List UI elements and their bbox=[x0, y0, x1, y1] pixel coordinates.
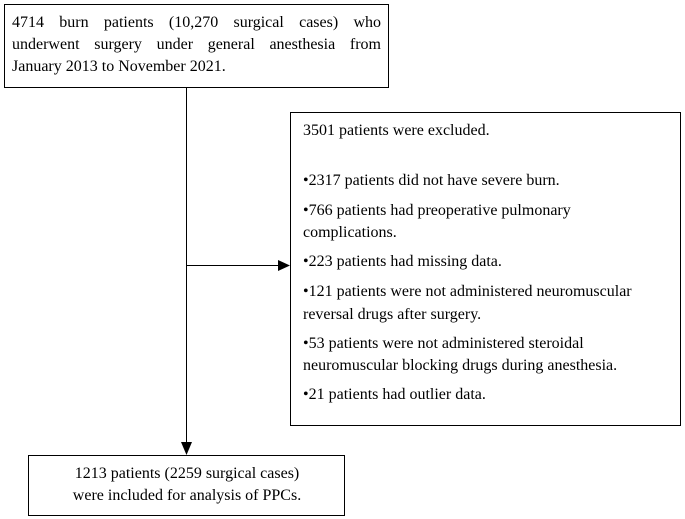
exclusion-item: •2317 patients did not have severe burn. bbox=[303, 172, 560, 189]
exclusion-item: •766 patients had preoperative pulmonary bbox=[303, 202, 571, 219]
exclusion-item: •121 patients were not administered neur… bbox=[303, 283, 632, 300]
start-box bbox=[4, 4, 389, 88]
exclusion-item: •21 patients had outlier data. bbox=[303, 386, 486, 403]
exclusion-item: •223 patients had missing data. bbox=[303, 253, 502, 270]
result-box bbox=[28, 455, 345, 516]
exclusion-title: 3501 patients were excluded. bbox=[303, 122, 490, 139]
exclusion-box bbox=[290, 112, 681, 426]
start-text: January 2013 to November 2021. bbox=[12, 58, 226, 75]
exclusion-item: complications. bbox=[303, 224, 397, 241]
exclusion-item: reversal drugs after surgery. bbox=[303, 306, 482, 323]
result-text: 1213 patients (2259 surgical cases) bbox=[74, 465, 300, 482]
exclusion-item: neuromuscular blocking drugs during anes… bbox=[303, 357, 618, 374]
start-text: underwent surgery under general anesthes… bbox=[12, 36, 381, 53]
right-arrow bbox=[278, 260, 290, 271]
down-arrow bbox=[181, 442, 192, 455]
result-text: were included for analysis of PPCs. bbox=[72, 487, 302, 504]
start-text: 4714 burn patients (10,270 surgical case… bbox=[12, 14, 381, 31]
exclusion-item: •53 patients were not administered stero… bbox=[303, 335, 584, 352]
